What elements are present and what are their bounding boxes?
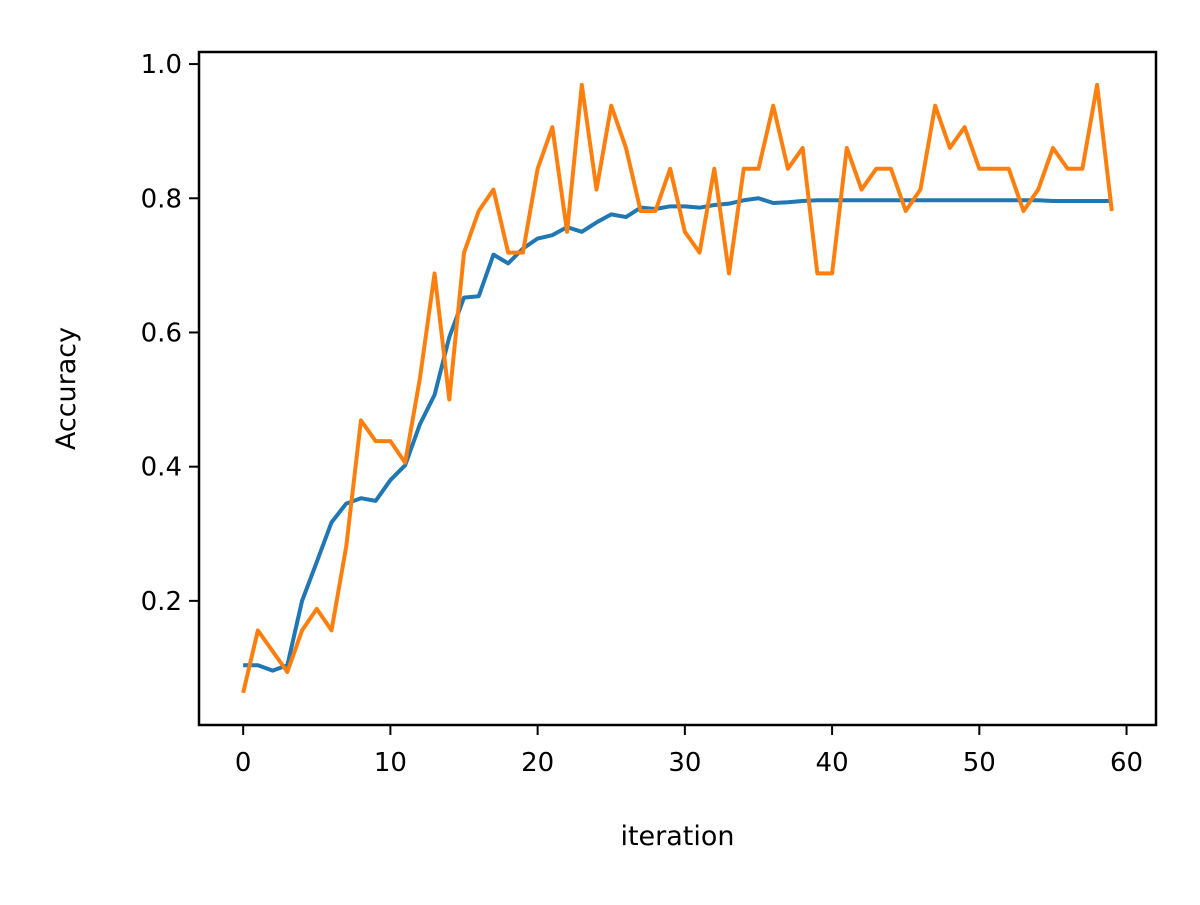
y-axis-ticks: 0.2 0.4 0.6 0.8 1.0 (141, 50, 199, 617)
y-tick-label: 0.6 (141, 318, 182, 348)
series-line-2 (241, 82, 1114, 694)
y-tick-label: 0.8 (141, 184, 182, 214)
series-layer (241, 82, 1114, 694)
y-axis-label: Accuracy (51, 327, 82, 450)
y-tick-label: 1.0 (141, 50, 182, 80)
plot-frame (197, 50, 1158, 727)
x-tick-label: 0 (235, 748, 252, 778)
x-tick-label: 10 (374, 748, 407, 778)
x-tick-label: 30 (668, 748, 701, 778)
x-tick-label: 60 (1110, 748, 1143, 778)
x-tick-label: 50 (963, 748, 996, 778)
x-tick-label: 20 (521, 748, 554, 778)
x-axis-ticks: 0 10 20 30 40 50 60 (235, 725, 1143, 778)
series-line-1 (243, 196, 1112, 673)
x-tick-label: 40 (816, 748, 849, 778)
x-axis-label: iteration (620, 821, 734, 852)
y-tick-label: 0.2 (141, 587, 182, 617)
y-tick-label: 0.4 (141, 453, 182, 483)
